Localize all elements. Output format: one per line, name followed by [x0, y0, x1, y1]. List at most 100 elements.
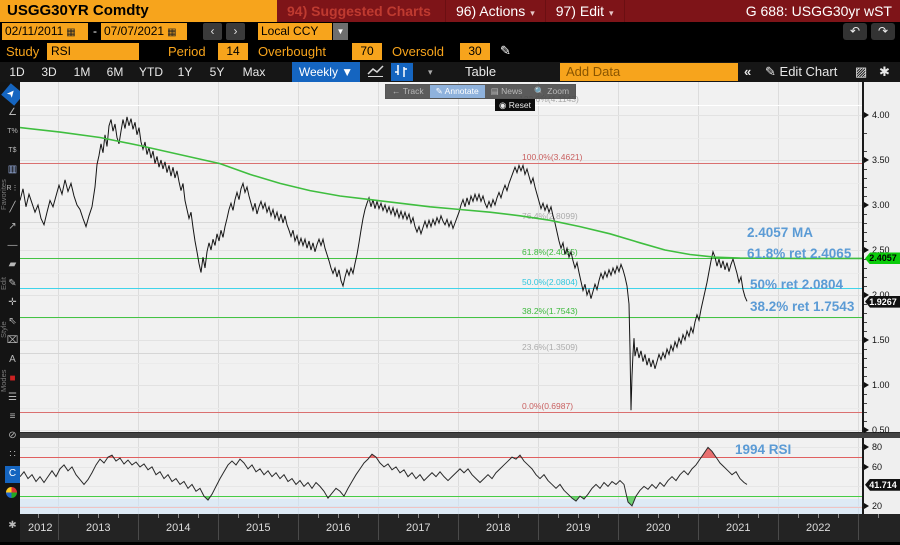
tab-3d[interactable]: 3D: [41, 65, 57, 79]
horizontal-line-tool[interactable]: —: [7, 240, 18, 251]
anchor-tool[interactable]: ∷: [9, 449, 16, 460]
tab-1y[interactable]: 1Y: [177, 65, 193, 79]
oversold-field[interactable]: 30: [460, 43, 490, 60]
year-gridline: [298, 438, 299, 514]
axis-minor-tick: [864, 178, 867, 179]
compare-tool[interactable]: C: [5, 466, 20, 483]
year-separator: [458, 514, 459, 540]
pencil-tool[interactable]: ✎: [8, 278, 17, 289]
regression-tool[interactable]: R⋮: [6, 185, 19, 192]
edit-menu[interactable]: 97) Edit ▾: [546, 0, 625, 22]
suggested-charts-button[interactable]: 94) Suggested Charts: [277, 0, 446, 22]
calendar-icon[interactable]: ▦: [66, 27, 76, 38]
next-range-button[interactable]: ›: [226, 23, 245, 40]
channel-tool[interactable]: ▰: [8, 259, 17, 270]
calendar-icon[interactable]: ▦: [167, 27, 177, 38]
fib-level-label: 50.0%(2.0804): [522, 276, 578, 287]
trend-line-tool[interactable]: ╱: [9, 202, 16, 213]
yield-dollar-tool[interactable]: T$: [8, 147, 17, 154]
tab-1m[interactable]: 1M: [73, 65, 91, 79]
start-date-field[interactable]: 02/11/2011 ▦: [2, 23, 88, 40]
line-width-tool[interactable]: ≡: [9, 411, 16, 422]
axis-tick-icon: [864, 444, 869, 451]
tab-max[interactable]: Max: [242, 65, 266, 79]
text-tool[interactable]: A: [9, 354, 16, 365]
gear-icon[interactable]: ✱: [879, 64, 890, 79]
ohlc-chart-type-icon[interactable]: [391, 63, 413, 81]
fill-color-tool[interactable]: ■: [9, 373, 16, 384]
frequency-select[interactable]: Weekly ▼: [292, 62, 360, 82]
sidebar-gear[interactable]: ✱: [8, 520, 17, 531]
start-date-value: 02/11/2011: [5, 24, 64, 38]
chevron-down-icon: ▾: [608, 8, 614, 18]
time-minor-tick: [518, 514, 519, 518]
table-button[interactable]: Table: [465, 64, 497, 79]
redo-button[interactable]: ↷: [871, 23, 895, 40]
move-tool[interactable]: ✛: [8, 297, 17, 308]
panel-splitter-handle[interactable]: [20, 432, 900, 438]
end-date-field[interactable]: 07/07/2021 ▦: [101, 23, 187, 40]
delete-tool[interactable]: ⌧: [6, 335, 19, 346]
chart-settings-icon[interactable]: ▨: [855, 64, 868, 79]
reset-button[interactable]: ◉ Reset: [495, 99, 535, 111]
price-gridline: [20, 250, 862, 251]
arrow-tool[interactable]: ↗: [8, 221, 17, 232]
year-gridline: [698, 438, 699, 514]
tab-ytd[interactable]: YTD: [139, 65, 163, 79]
ruler-tool[interactable]: ▥: [7, 164, 18, 175]
currency-select[interactable]: Local CCY: [258, 23, 332, 40]
price-axis[interactable]: 4.00 3.50 3.00 2.50 2.00 1.50 1.00 0.50 2.4057 1.…: [862, 82, 900, 458]
track-button[interactable]: ← Track: [392, 86, 424, 96]
undo-button[interactable]: ↶: [843, 23, 867, 40]
time-minor-tick: [798, 514, 799, 518]
line-style-tool[interactable]: ☰: [8, 392, 17, 403]
period-field[interactable]: 14: [218, 43, 248, 60]
annotate-button[interactable]: ✎ Annotate: [429, 85, 485, 98]
edit-chart-button[interactable]: ✎ Edit Chart: [765, 62, 837, 82]
fib-level-line: [20, 317, 862, 319]
palette-tool[interactable]: [6, 487, 17, 498]
date-separator: -: [93, 24, 97, 38]
prev-range-button[interactable]: ‹: [203, 23, 222, 40]
year-gridline: [458, 438, 459, 514]
collapse-button[interactable]: «: [744, 64, 752, 79]
line-chart-type-icon[interactable]: [366, 63, 388, 81]
rsi-axis[interactable]: 80 60 20 41.714: [862, 438, 900, 514]
rsi-study-panel[interactable]: 1994 RSI: [20, 438, 862, 514]
annotation-ma_note: 2.4057 MA: [747, 225, 814, 240]
axis-minor-tick: [864, 376, 867, 377]
year-gridline: [618, 438, 619, 514]
fib-level-label: 76.4%(2.8099): [522, 211, 578, 222]
annotation-ret618_note: 61.8% ret 2.4065: [747, 246, 852, 261]
fib-level-label: 23.6%(1.3509): [522, 342, 578, 353]
year-separator: [858, 514, 859, 540]
study-select[interactable]: RSI: [47, 43, 139, 60]
price-gridline: [20, 385, 862, 386]
yield-percent-tool[interactable]: T%: [7, 128, 18, 135]
angle-tool[interactable]: ∠: [8, 107, 17, 118]
year-separator: [58, 514, 59, 540]
axis-minor-tick: [864, 169, 867, 170]
price-chart-panel[interactable]: 123.6%(4.1143)100.0%(3.4621)76.4%(2.8099…: [20, 82, 862, 432]
tab-5y[interactable]: 5Y: [209, 65, 225, 79]
fib-level-line: [20, 222, 862, 224]
eraser-tool[interactable]: ⊘: [8, 430, 17, 441]
time-minor-tick: [398, 514, 399, 518]
actions-menu[interactable]: 96) Actions ▾: [446, 0, 546, 22]
chart-type-dropdown-icon[interactable]: ▾: [428, 67, 433, 77]
tab-1d[interactable]: 1D: [9, 65, 25, 79]
edit-study-pencil-icon[interactable]: ✎: [500, 43, 511, 58]
add-data-input[interactable]: Add Data: [560, 63, 738, 81]
overbought-field[interactable]: 70: [352, 43, 382, 60]
time-axis[interactable]: 2012 2013 2014 2015 2016 2017 2018 2019 2020 2021…: [20, 514, 900, 542]
annotation-rsi-note: 1994 RSI: [735, 442, 792, 457]
axis-tick-icon: [864, 502, 869, 509]
rsi-line: [20, 446, 748, 507]
annotation-ret50_note: 50% ret 2.0804: [750, 277, 844, 292]
currency-dropdown-icon[interactable]: ▼: [333, 23, 348, 40]
news-button[interactable]: ▤ News: [490, 86, 523, 96]
select-plus-tool[interactable]: ⇖: [8, 316, 17, 327]
tab-6m[interactable]: 6M: [106, 65, 124, 79]
zoom-button[interactable]: 🔍 Zoom: [534, 86, 570, 96]
security-title[interactable]: USGG30YR Comdty: [0, 0, 277, 22]
